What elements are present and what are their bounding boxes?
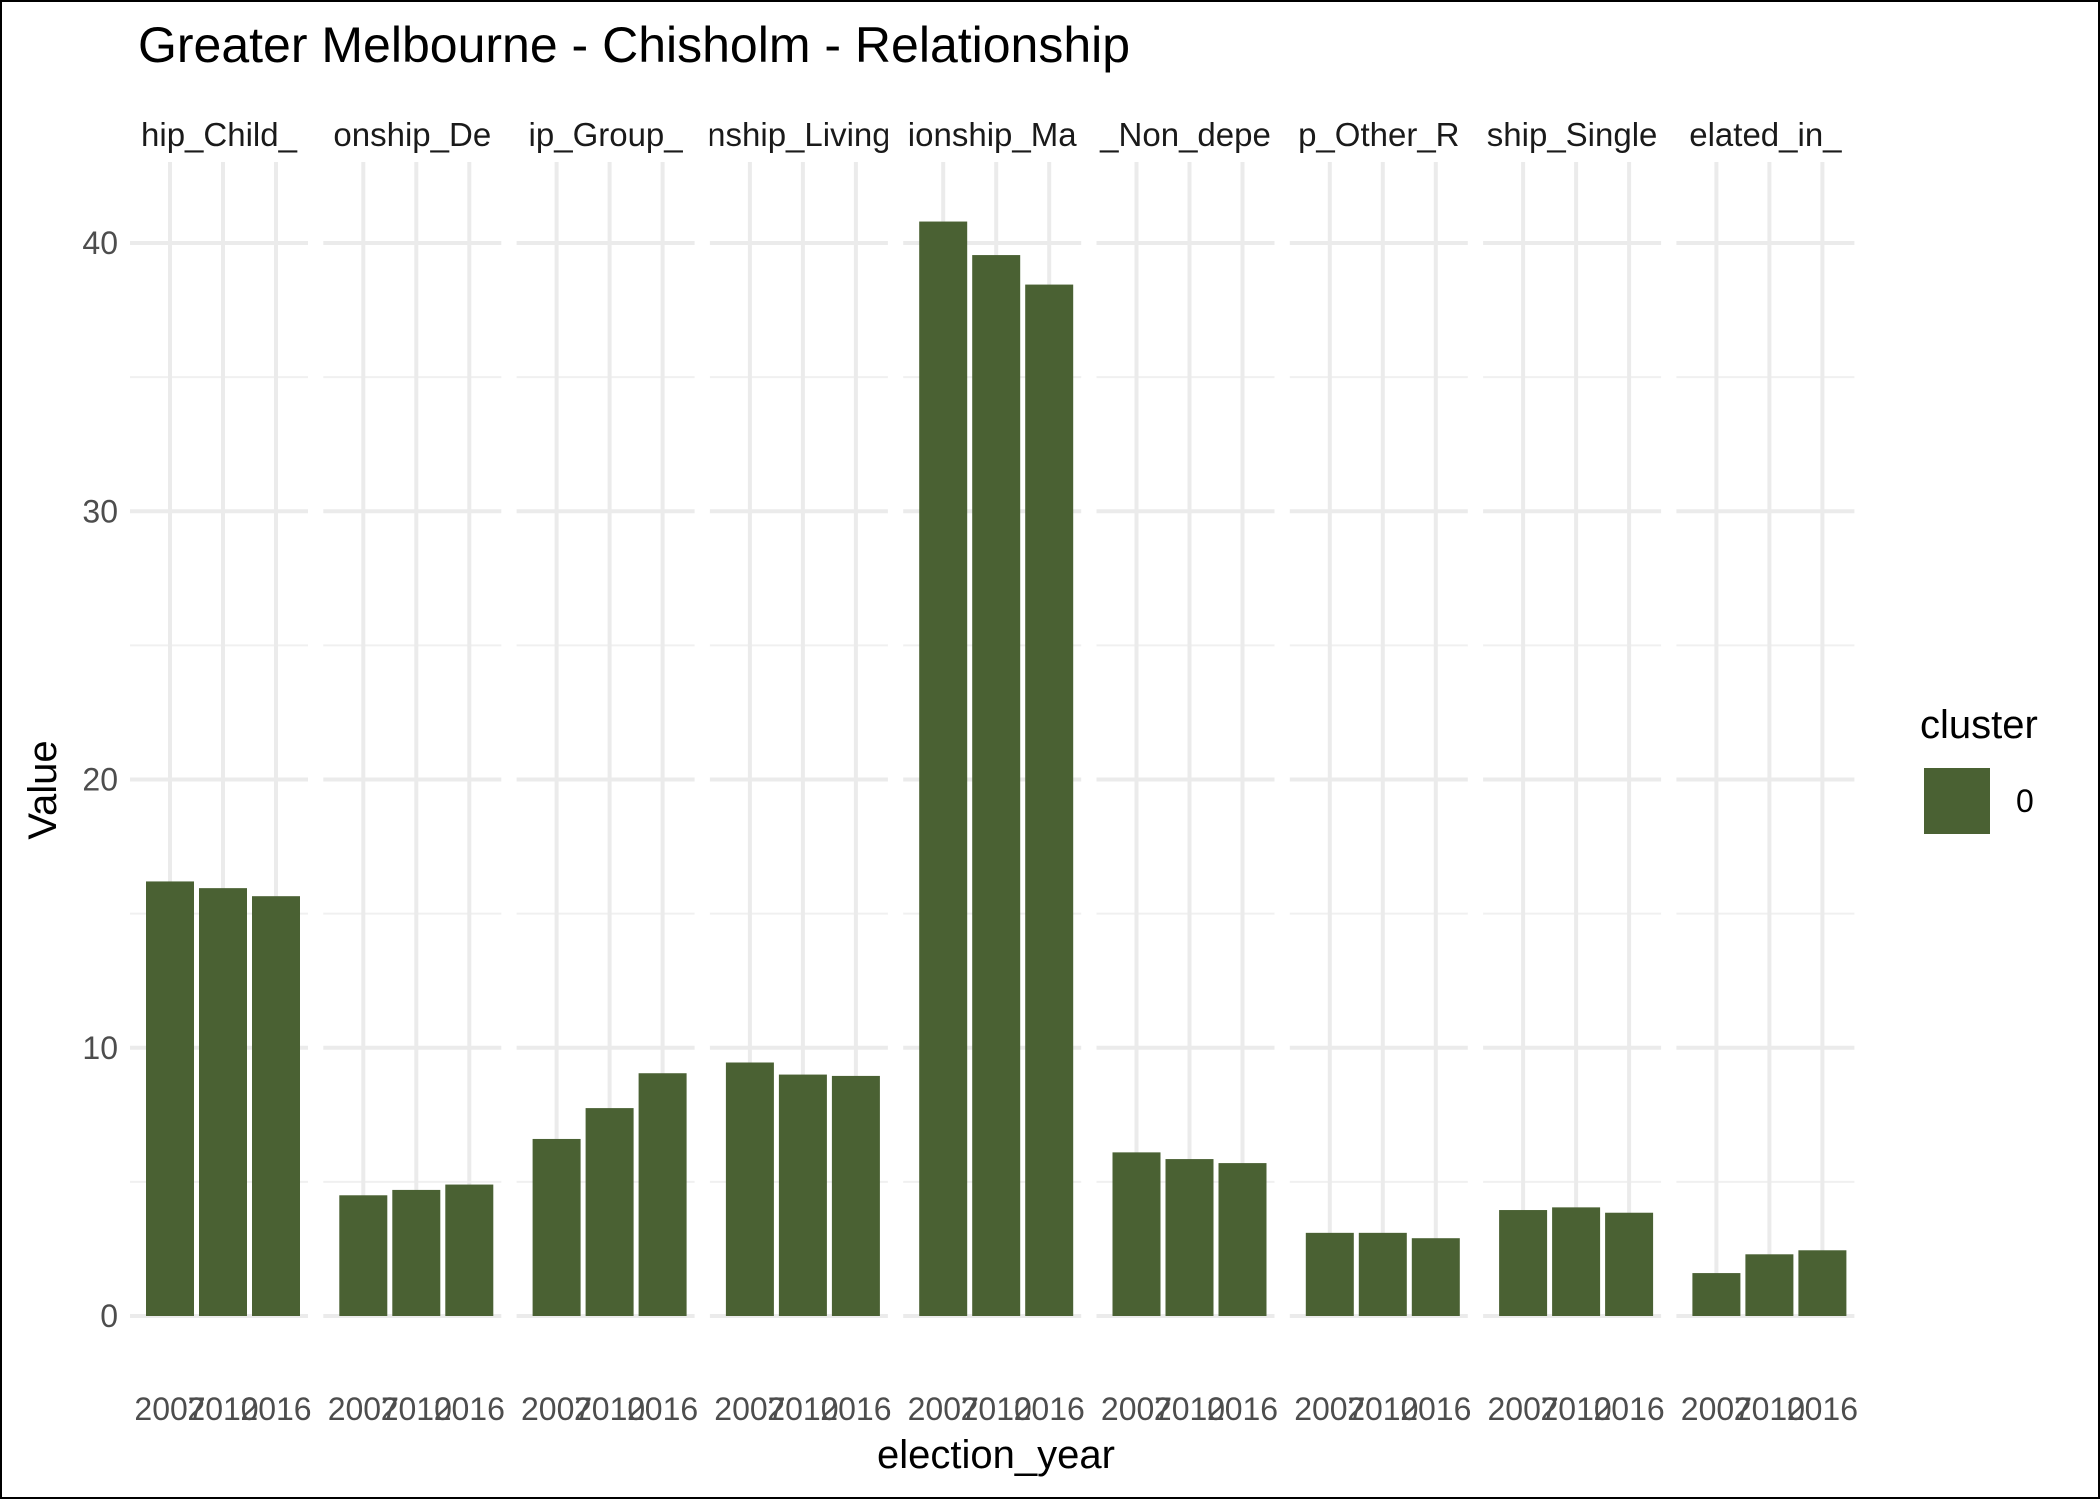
facet-strip-label: ip_Group_ [529,116,684,153]
bar [392,1189,441,1316]
bar [778,1074,827,1316]
x-tick-label: 2007 [908,1391,979,1427]
x-tick-label: 2010 [961,1391,1032,1427]
bar [532,1138,581,1316]
bar [972,255,1021,1316]
bar [146,881,194,1316]
bar [919,221,968,1316]
y-tick-label: 0 [100,1298,118,1334]
bars [146,221,1847,1316]
facet-strip-label: ship_Single [1487,116,1658,153]
y-axis-title: Value [21,740,65,839]
bar [1305,1232,1354,1316]
facet-strip-label: p_Other_R [1298,116,1459,153]
x-tick-label: 2007 [1101,1391,1172,1427]
x-tick-label: 2007 [521,1391,592,1427]
bar [1411,1238,1460,1316]
bar [1605,1212,1654,1316]
x-tick-label: 2016 [434,1391,505,1427]
x-tick-label: 2010 [187,1391,258,1427]
bar [725,1062,774,1316]
bar [1798,1250,1847,1316]
facet-strip-label: elated_in_ [1689,116,1842,153]
y-tick-labels: 0 10 20 30 40 [82,225,118,1334]
y-tick-label: 10 [82,1030,118,1066]
bar [1358,1232,1407,1316]
x-tick-label: 2010 [1347,1391,1418,1427]
legend: cluster 0 [1920,703,2038,834]
facet-strip-label: onship_De [333,116,491,153]
x-tick-label: 2016 [1594,1391,1665,1427]
y-tick-label: 40 [82,225,118,261]
x-tick-label: 2016 [240,1391,311,1427]
bar [445,1184,494,1316]
bar [585,1108,634,1316]
y-tick-label: 20 [82,762,118,798]
x-tick-label: 2007 [1681,1391,1752,1427]
x-tick-label: 2010 [767,1391,838,1427]
x-tick-label: 2007 [1294,1391,1365,1427]
y-tick-label: 30 [82,493,118,529]
x-tick-label: 2010 [381,1391,452,1427]
facet-strip-labels: hip_Child_ onship_De ip_Group_ nship_Living… [141,116,1842,153]
legend-label: 0 [2016,783,2034,819]
x-tick-label: 2007 [134,1391,205,1427]
x-tick-label: 2016 [820,1391,891,1427]
bar [1218,1163,1267,1316]
bar [1112,1152,1161,1316]
facet-strip-label: _Non_depe [1099,116,1271,153]
x-tick-label: 2016 [627,1391,698,1427]
x-tick-label: 2007 [328,1391,399,1427]
bar [1692,1273,1741,1316]
bar [199,888,247,1316]
x-axis-title: election_year [877,1433,1115,1477]
bar [831,1075,880,1316]
x-tick-label: 2010 [574,1391,645,1427]
bar [1025,284,1074,1316]
chart-title: Greater Melbourne - Chisholm - Relations… [138,17,1130,73]
bar [252,896,300,1316]
x-tick-label: 2007 [714,1391,785,1427]
bar [339,1195,388,1316]
bar [1499,1210,1548,1316]
bar [1552,1207,1601,1316]
facet-strip-label: ionship_Ma [908,116,1077,153]
x-tick-label: 2010 [1541,1391,1612,1427]
x-tick-label: 2016 [1207,1391,1278,1427]
bar [638,1073,687,1316]
legend-title: cluster [1920,703,2038,747]
x-tick-label: 2007 [1488,1391,1559,1427]
bar [1745,1254,1794,1316]
x-tick-label: 2016 [1400,1391,1471,1427]
x-tick-label: 2010 [1154,1391,1225,1427]
x-tick-label: 2016 [1014,1391,1085,1427]
bar [1165,1159,1214,1316]
x-tick-label: 2010 [1734,1391,1805,1427]
facet-strip-label: nship_Living [707,116,890,153]
x-tick-label: 2016 [1787,1391,1858,1427]
legend-key-swatch [1924,768,1990,834]
facet-strip-label: hip_Child_ [141,116,298,153]
